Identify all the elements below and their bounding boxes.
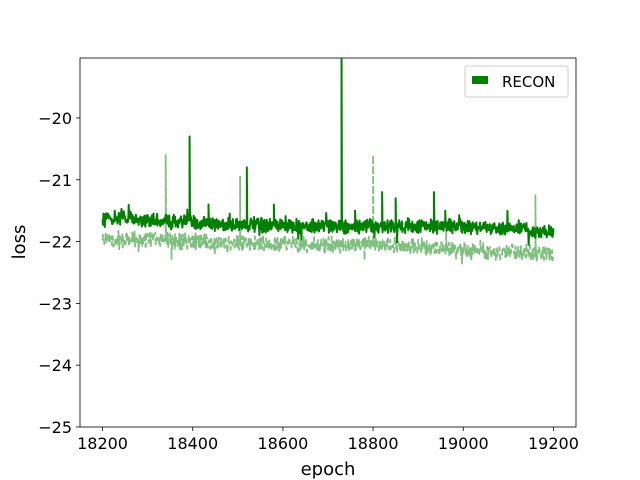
series-line-dashed [101, 154, 555, 265]
x-tick-label: 18800 [348, 434, 399, 453]
y-tick-label: −20 [38, 109, 72, 128]
plot-area [80, 58, 576, 427]
y-tick-label: −24 [38, 356, 72, 375]
legend-swatch-recon [472, 76, 488, 84]
y-tick-label: −22 [38, 233, 72, 252]
legend: RECON [464, 65, 569, 98]
y-axis-label: loss [9, 225, 30, 260]
series-line-recon [101, 58, 555, 246]
plot-frame [79, 57, 577, 428]
x-tick-label: 19200 [528, 434, 579, 453]
y-axis-ticks: −25 −24 −23 −22 −21 −20 [38, 109, 80, 437]
legend-label-recon: RECON [502, 73, 555, 91]
y-tick-label: −21 [38, 171, 72, 190]
x-axis-label: epoch [301, 459, 356, 480]
x-tick-label: 18200 [77, 434, 128, 453]
y-tick-label: −23 [38, 294, 72, 313]
series-layer [101, 58, 555, 265]
x-tick-label: 19000 [438, 434, 489, 453]
x-tick-label: 18400 [167, 434, 218, 453]
y-tick-label: −25 [38, 418, 72, 437]
x-tick-label: 18600 [257, 434, 308, 453]
legend-box [464, 65, 569, 98]
x-axis-ticks: 18200 18400 18600 18800 19000 19200 [77, 427, 579, 453]
